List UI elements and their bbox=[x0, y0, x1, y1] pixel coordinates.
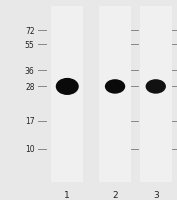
Bar bbox=[140, 7, 172, 182]
Text: 2: 2 bbox=[112, 191, 118, 199]
Bar bbox=[99, 7, 131, 182]
Text: 1: 1 bbox=[64, 191, 70, 199]
Ellipse shape bbox=[56, 79, 79, 96]
Text: 55: 55 bbox=[25, 41, 35, 49]
Text: 36: 36 bbox=[25, 67, 35, 75]
Text: 72: 72 bbox=[25, 27, 35, 35]
Bar bbox=[51, 7, 83, 182]
Ellipse shape bbox=[105, 80, 125, 94]
Text: 28: 28 bbox=[25, 83, 35, 91]
Ellipse shape bbox=[145, 80, 166, 94]
Text: 10: 10 bbox=[25, 145, 35, 153]
Text: 3: 3 bbox=[153, 191, 159, 199]
Text: 17: 17 bbox=[25, 117, 35, 125]
